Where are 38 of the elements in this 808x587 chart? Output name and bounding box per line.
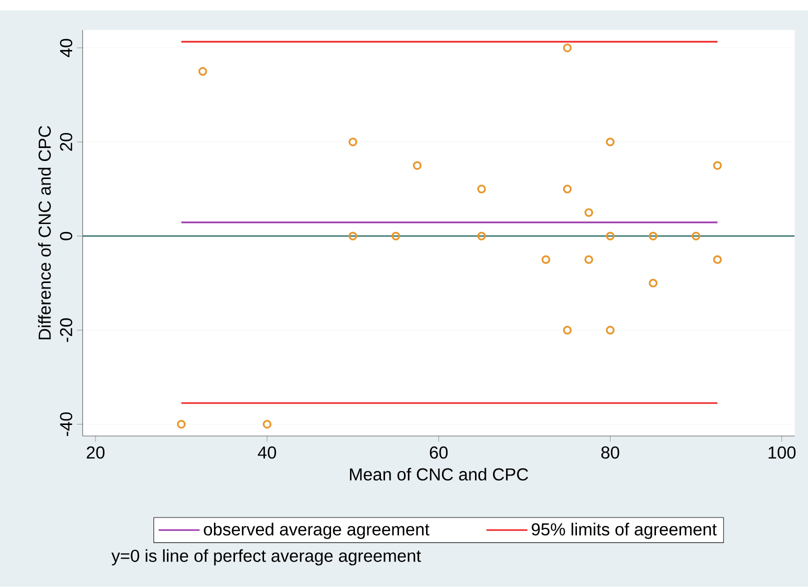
point (198, 67, 208, 76)
y-tick-label: 40 (60, 39, 72, 58)
point (542, 255, 550, 264)
y-tick-label: 20 (60, 133, 72, 151)
legend-label: observed average agreement (204, 522, 430, 540)
point (348, 232, 358, 241)
y-tick-label: -20 (60, 318, 72, 342)
point (584, 208, 594, 218)
point (477, 232, 486, 241)
point (606, 138, 615, 146)
point (692, 232, 700, 241)
point (348, 138, 358, 146)
y-tick-label: -40 (60, 412, 72, 436)
point (713, 255, 722, 264)
point (262, 420, 272, 429)
point (563, 44, 572, 52)
y-axis-title: Difference of CNC and CPC (38, 126, 51, 340)
y-tick-label: 0 (60, 232, 72, 240)
point (648, 232, 658, 241)
point (412, 161, 422, 170)
point (606, 326, 615, 335)
point (391, 232, 400, 241)
x-tick-label: 60 (430, 446, 448, 459)
point (563, 326, 572, 335)
x-tick-label: 100 (768, 446, 796, 459)
x-tick-label: 20 (86, 446, 105, 459)
point (176, 420, 186, 429)
text: y=0 is line of perfect average agreement (111, 549, 421, 566)
x-tick-label: 80 (601, 446, 620, 459)
point (584, 255, 594, 264)
point (648, 278, 658, 288)
x-axis-title: Mean of CNC and CPC (350, 468, 528, 481)
point (713, 161, 722, 170)
point (563, 184, 572, 194)
point (477, 184, 486, 194)
x-tick-label: 40 (258, 446, 276, 459)
point (606, 232, 615, 241)
legend-label: 95% limits of agreement (532, 522, 717, 540)
